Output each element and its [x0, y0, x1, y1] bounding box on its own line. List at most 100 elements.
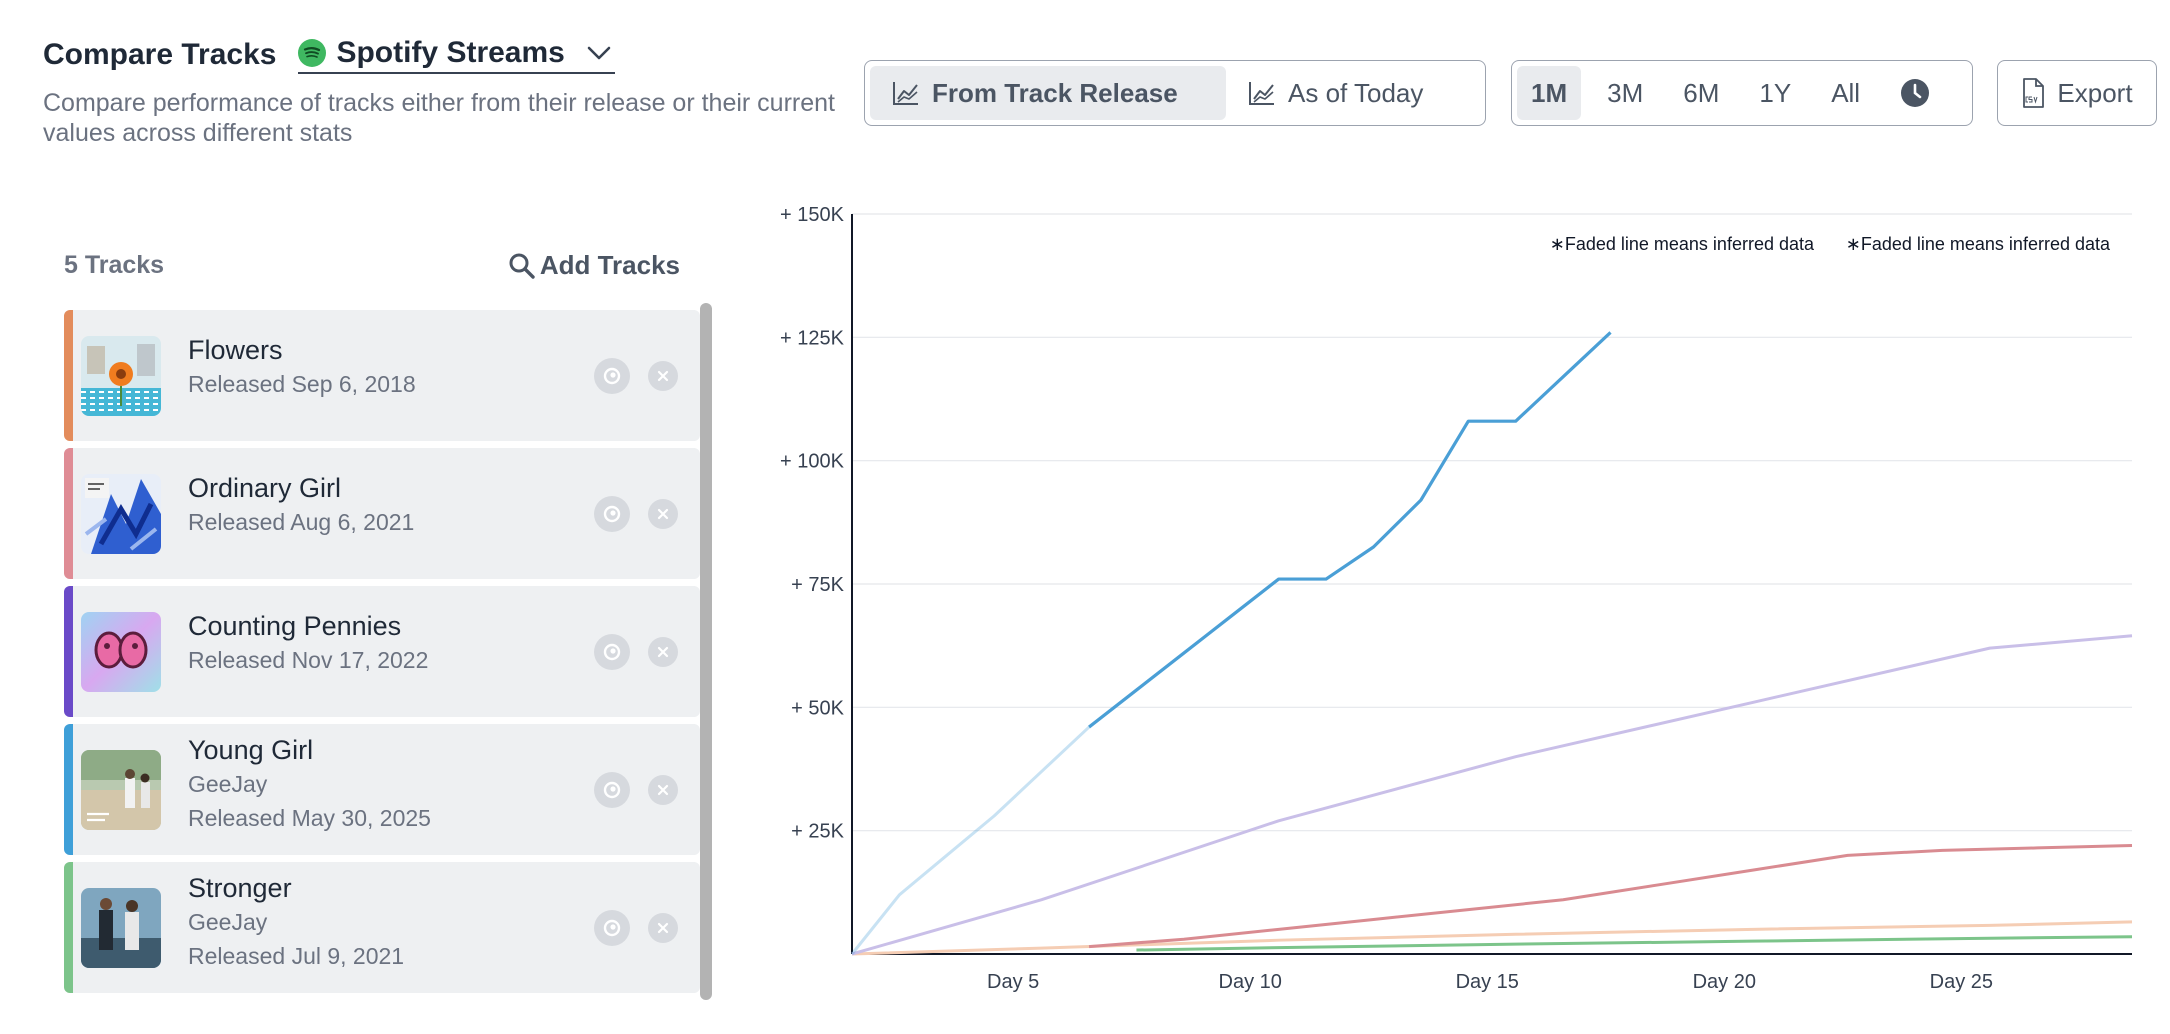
tracks-panel-header: 5 Tracks Add Tracks — [64, 250, 680, 281]
y-tick-label: + 50K — [791, 697, 844, 719]
toggle-visibility-button[interactable] — [594, 357, 630, 394]
mode-as-of-today-label: As of Today — [1288, 77, 1424, 108]
close-icon — [657, 784, 669, 795]
series-line — [851, 920, 2133, 956]
range-1y-button[interactable]: 1Y — [1759, 77, 1792, 108]
stat-label: Spotify Streams — [336, 36, 565, 69]
toggle-visibility-button[interactable] — [594, 495, 630, 532]
range-6m-button[interactable]: 6M — [1683, 77, 1720, 108]
range-1m-button[interactable]: 1M — [1517, 66, 1582, 120]
custom-range-button[interactable] — [1886, 66, 1944, 120]
eye-icon — [603, 919, 621, 936]
album-art — [81, 336, 161, 416]
album-art — [81, 474, 161, 554]
inferred-data-note: ∗Faded line means inferred data — [1550, 234, 1815, 254]
close-icon — [657, 922, 669, 933]
series-line — [1136, 935, 2133, 952]
album-art — [81, 612, 161, 692]
x-tick-label: Day 20 — [1693, 971, 1756, 993]
remove-track-button[interactable] — [648, 912, 678, 943]
track-color-bar — [64, 448, 73, 579]
eye-icon — [603, 367, 621, 384]
track-artist: GeeJay — [188, 771, 268, 797]
stat-select[interactable]: Spotify Streams — [298, 36, 615, 74]
track-name: Young Girl — [188, 735, 314, 765]
close-icon — [657, 508, 669, 519]
line-chart-icon — [1249, 82, 1274, 105]
range-toggle: 1M 3M 6M 1Y All — [1511, 60, 1973, 126]
track-release-date: Released Aug 6, 2021 — [188, 509, 415, 535]
title-row: Compare Tracks Spotify Streams — [43, 36, 615, 74]
y-tick-label: + 75K — [791, 574, 844, 596]
track-release-date: Released May 30, 2025 — [188, 805, 431, 831]
track-color-bar — [64, 862, 73, 993]
tracks-count: 5 Tracks — [64, 251, 165, 279]
y-tick-label: + 125K — [780, 327, 845, 349]
export-label: Export — [2057, 77, 2133, 108]
page-title: Compare Tracks — [43, 38, 277, 71]
series-line — [851, 634, 2133, 956]
page-subtitle: Compare performance of tracks either fro… — [43, 89, 835, 147]
track-color-bar — [64, 310, 73, 441]
y-tick-label: + 25K — [791, 821, 844, 843]
track-list: Flowers Released Sep 6, 2018 Ord — [64, 310, 700, 1000]
x-tick-label: Day 25 — [1930, 971, 1993, 993]
close-icon — [657, 646, 669, 657]
series-line — [1088, 843, 2133, 949]
comparison-chart: + 25K + 50K + 75K + 100K + 125K + 150K Day 5 Da… — [760, 200, 2160, 1000]
track-release-date: Released Sep 6, 2018 — [188, 371, 416, 397]
track-artist: GeeJay — [188, 909, 268, 935]
export-button[interactable]: Export — [1997, 60, 2157, 126]
track-card-stronger[interactable]: Stronger GeeJay Released Jul 9, 2021 — [64, 862, 700, 993]
search-icon — [509, 253, 535, 279]
track-card-counting-pennies[interactable]: Counting Pennies Released Nov 17, 2022 — [64, 586, 700, 717]
toggle-visibility-button[interactable] — [594, 633, 630, 670]
x-tick-label: Day 5 — [987, 971, 1039, 993]
track-card-ordinary-girl[interactable]: Ordinary Girl Released Aug 6, 2021 — [64, 448, 700, 579]
track-name: Flowers — [188, 335, 283, 365]
track-card-flowers[interactable]: Flowers Released Sep 6, 2018 — [64, 310, 700, 441]
remove-track-button[interactable] — [648, 498, 678, 529]
track-color-bar — [64, 724, 73, 855]
series-line — [1088, 331, 1612, 729]
toggle-visibility-button[interactable] — [594, 909, 630, 946]
track-card-young-girl[interactable]: Young Girl GeeJay Released May 30, 2025 — [64, 724, 700, 855]
eye-icon — [603, 643, 621, 660]
track-name: Stronger — [188, 873, 292, 903]
remove-track-button[interactable] — [648, 360, 678, 391]
mode-from-release-button[interactable]: From Track Release — [870, 66, 1226, 120]
remove-track-button[interactable] — [648, 636, 678, 667]
add-tracks-label: Add Tracks — [539, 250, 680, 280]
chart-svg: + 25K + 50K + 75K + 100K + 125K + 150K Day 5 Da… — [780, 204, 2133, 993]
close-icon — [657, 370, 669, 381]
track-name: Ordinary Girl — [188, 473, 342, 503]
remove-track-button[interactable] — [648, 774, 678, 805]
spotify-icon — [298, 39, 327, 67]
chevron-down-icon — [587, 46, 611, 60]
mode-toggle: From Track Release As of Today — [864, 60, 1486, 126]
mode-as-of-today-button[interactable]: As of Today — [1226, 66, 1445, 120]
track-name: Counting Pennies — [188, 611, 402, 641]
mode-from-release-label: From Track Release — [932, 77, 1178, 108]
clock-icon — [1901, 79, 1930, 107]
eye-icon — [603, 781, 621, 798]
track-list-scrollbar[interactable] — [700, 303, 712, 1000]
track-release-date: Released Nov 17, 2022 — [188, 647, 429, 673]
album-art — [81, 750, 161, 830]
toggle-visibility-button[interactable] — [594, 771, 630, 808]
add-tracks-button[interactable]: Add Tracks — [508, 250, 680, 281]
album-art — [81, 888, 161, 968]
range-3m-button[interactable]: 3M — [1607, 77, 1644, 108]
track-release-date: Released Jul 9, 2021 — [188, 943, 405, 969]
range-all-button[interactable]: All — [1831, 77, 1861, 108]
csv-file-icon — [2023, 78, 2045, 108]
inferred-data-note: ∗Faded line means inferred data — [1846, 234, 2111, 254]
line-chart-icon — [893, 82, 918, 105]
series-line-inferred — [850, 725, 1091, 955]
x-tick-label: Day 15 — [1456, 971, 1519, 993]
track-color-bar — [64, 586, 73, 717]
x-tick-label: Day 10 — [1219, 971, 1282, 993]
eye-icon — [603, 505, 621, 522]
y-tick-label: + 150K — [780, 204, 845, 226]
y-tick-label: + 100K — [780, 451, 845, 473]
